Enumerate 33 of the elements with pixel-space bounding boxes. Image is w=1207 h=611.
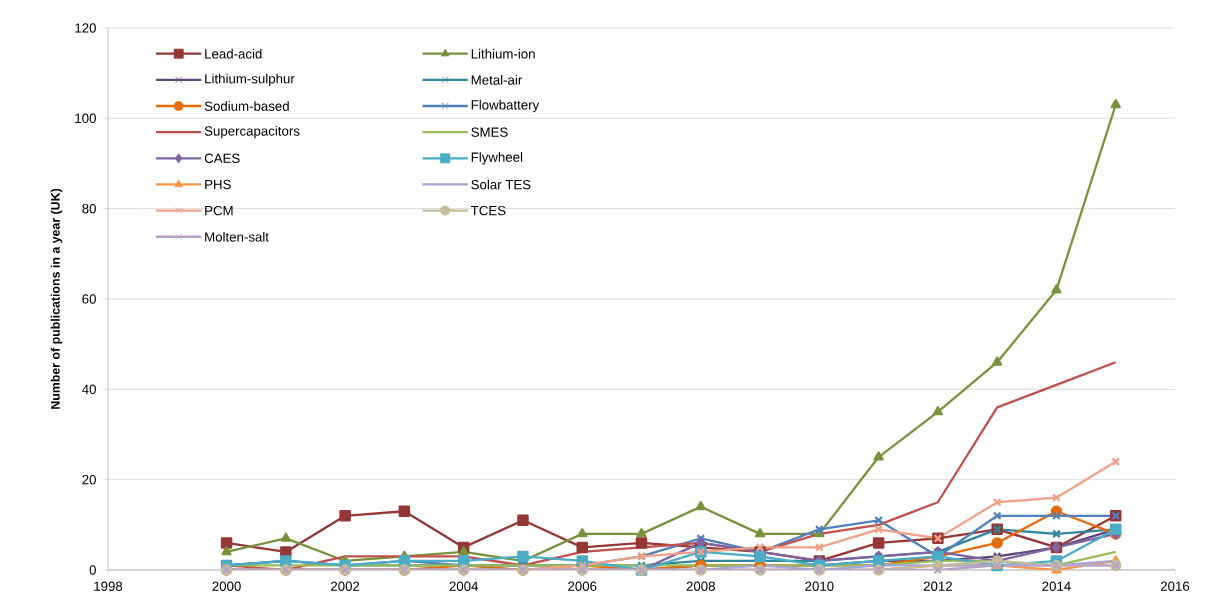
legend-label: Lead-acid [205, 48, 262, 59]
legend-label: TCES [471, 205, 506, 216]
x-tick-label: 2016 [1160, 581, 1190, 591]
legend-label: Metal-air [471, 75, 523, 85]
legend-label: PCM [205, 205, 233, 216]
y-tick-label: 40 [82, 384, 96, 395]
legend-label: Lithium-sulphur [205, 73, 295, 87]
x-tick-label: 2010 [805, 581, 834, 591]
x-tick-label: 2008 [686, 581, 715, 591]
legend-label: CAES [204, 153, 240, 164]
x-tick-label: 2000 [212, 581, 241, 591]
legend-label: Flowbattery [471, 99, 540, 113]
legend-label: Sodium-based [204, 101, 289, 111]
x-tick-label: 2014 [1042, 581, 1071, 591]
legend-label: Supercapacitors [204, 125, 300, 139]
legend-label: Flywheel [471, 152, 523, 165]
x-tick-label: 2004 [449, 581, 479, 591]
legend-label: Solar TES [471, 179, 531, 190]
x-tick-label: 2002 [331, 581, 360, 591]
y-tick-label: 0 [89, 565, 96, 575]
y-tick-label: 80 [82, 203, 96, 214]
y-tick-label: 100 [75, 113, 96, 124]
y-tick-label: 120 [75, 23, 96, 33]
y-tick-label: 60 [82, 294, 96, 304]
legend-label: SMES [471, 127, 508, 137]
legend-label: Lithium-ion [471, 48, 535, 59]
legend-label: Molten-salt [205, 231, 269, 242]
y-axis-title: Number of publications in a year (UK) [50, 188, 63, 409]
x-tick-label: 1998 [94, 581, 123, 591]
x-tick-label: 2012 [923, 581, 952, 591]
legend-label: PHS [205, 179, 231, 190]
y-tick-label: 20 [82, 474, 96, 485]
x-tick-label: 2006 [568, 581, 597, 591]
